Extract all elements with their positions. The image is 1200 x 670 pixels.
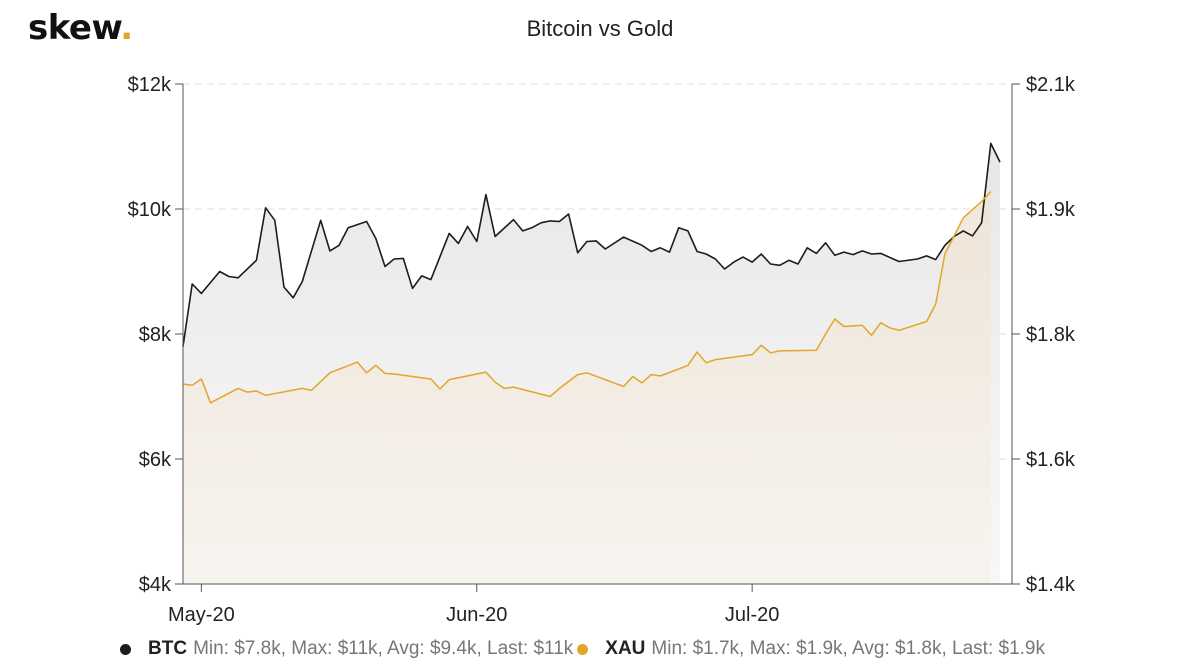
left-axis-tick-label: $8k	[139, 324, 172, 346]
xau-legend-stats: Min: $1.7k, Max: $1.9k, Avg: $1.8k, Last…	[651, 638, 1045, 659]
left-axis-tick-label: $12k	[128, 74, 172, 96]
xau-area	[183, 191, 991, 584]
xau-legend-marker	[577, 643, 589, 655]
right-axis-tick-label: $1.8k	[1026, 324, 1076, 346]
btc-series-line	[182, 142, 1001, 347]
skew-logo: skew.	[28, 8, 133, 48]
left-axis-tick-label: $6k	[139, 449, 172, 471]
xau-series-line	[182, 190, 992, 404]
legend-item-xau[interactable]: XAU Min: $1.7k, Max: $1.9k, Avg: $1.8k, …	[577, 638, 1045, 660]
right-axis-tick-label: $2.1k	[1026, 74, 1076, 96]
right-axis-tick-label: $1.6k	[1026, 449, 1076, 471]
right-axis-tick-label: $1.4k	[1026, 574, 1076, 596]
chart-title: Bitcoin vs Gold	[526, 16, 674, 41]
btc-legend-name: BTC	[148, 638, 188, 659]
legend-item-btc[interactable]: BTC Min: $7.8k, Max: $11k, Avg: $9.4k, L…	[120, 638, 573, 660]
x-axis-tick-label: Jul-20	[725, 604, 779, 626]
btc-legend-marker	[120, 643, 131, 655]
chart-legend: BTC Min: $7.8k, Max: $11k, Avg: $9.4k, L…	[120, 638, 1045, 660]
btc-legend-stats: Min: $7.8k, Max: $11k, Avg: $9.4k, Last:…	[193, 638, 574, 659]
xau-legend-name: XAU	[605, 638, 646, 659]
x-axis-tick-label: May-20	[168, 604, 235, 626]
right-axis-tick-label: $1.9k	[1026, 199, 1076, 221]
left-axis-tick-label: $4k	[139, 574, 172, 596]
x-axis-tick-label: Jun-20	[446, 604, 507, 626]
left-axis-tick-label: $10k	[128, 199, 172, 221]
